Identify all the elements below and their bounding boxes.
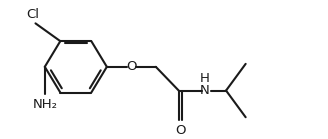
Text: NH₂: NH₂: [32, 98, 57, 111]
Text: O: O: [126, 60, 136, 73]
Text: O: O: [175, 124, 186, 136]
Text: H: H: [200, 72, 210, 85]
Text: N: N: [200, 84, 210, 97]
Text: Cl: Cl: [26, 8, 39, 21]
